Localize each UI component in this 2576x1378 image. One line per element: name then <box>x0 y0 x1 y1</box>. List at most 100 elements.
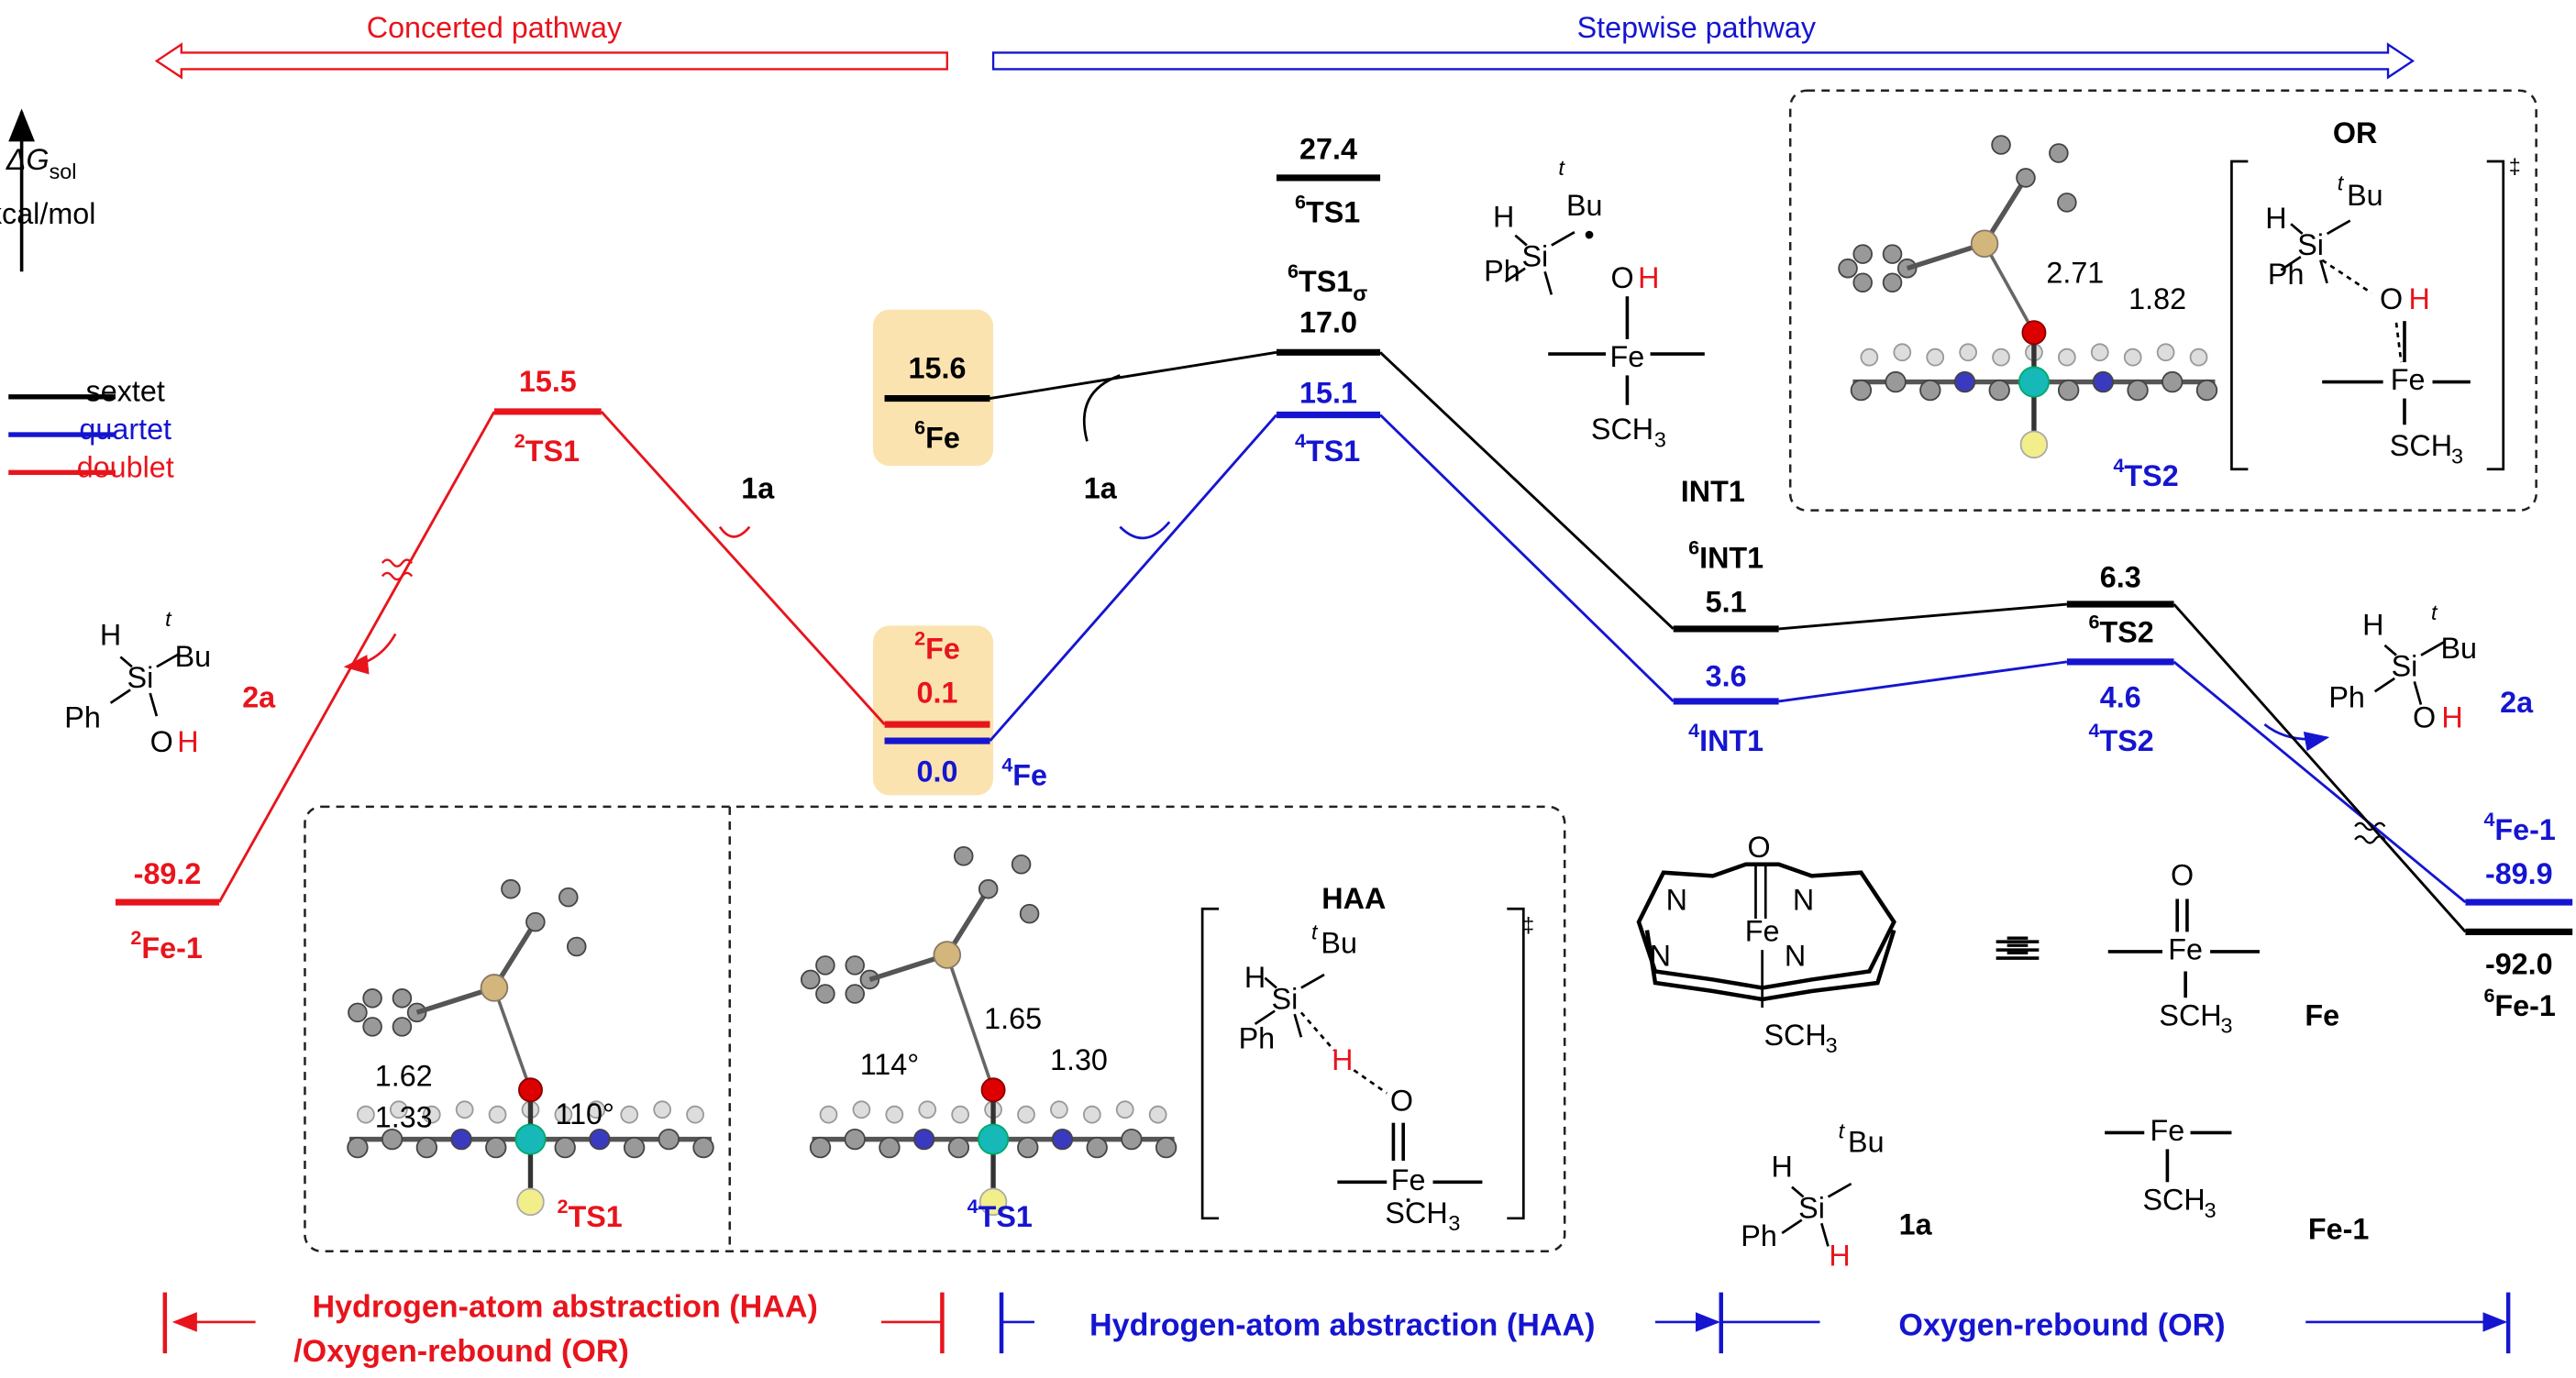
chem-text: SCH <box>1763 1019 1826 1052</box>
chem-text: Bu <box>1321 926 1357 959</box>
energy-value: -92.0 <box>2485 948 2553 981</box>
state-label: 6TS1 <box>1295 191 1360 228</box>
energy-value: 0.0 <box>917 755 958 788</box>
chem-text: SCH <box>2142 1183 2205 1216</box>
atom-fe <box>2018 366 2051 398</box>
energy-value: 3.6 <box>1706 659 1747 692</box>
bond <box>1299 1011 1335 1052</box>
energy-value: -89.2 <box>134 857 202 890</box>
bond <box>109 689 131 704</box>
bond <box>1254 1009 1276 1026</box>
axis-symbol: ΔG <box>6 143 50 176</box>
chem-text: 3 <box>1826 1033 1838 1057</box>
chem-text: SCH <box>2159 998 2221 1031</box>
state-name: Fe-1 <box>2494 812 2555 845</box>
atom-o <box>518 1077 543 1103</box>
highlight <box>872 309 994 467</box>
atom <box>1115 1100 1134 1119</box>
attack-arc <box>1082 374 1121 442</box>
product-arrow <box>2263 723 2330 752</box>
bond <box>2394 322 2403 363</box>
bond <box>1514 234 1528 247</box>
chem-text: H <box>1638 261 1659 294</box>
atom <box>852 1100 871 1119</box>
atom <box>554 1105 573 1124</box>
atom <box>2195 379 2218 402</box>
atom <box>1959 343 1977 362</box>
chem-text: O <box>2413 700 2436 733</box>
chem-text: H <box>100 618 121 651</box>
chem-text: HAA <box>1321 882 1386 915</box>
atom <box>525 911 546 932</box>
chem-text: 110° <box>556 1097 614 1130</box>
chem-text: Fe <box>1745 915 1780 948</box>
chem-text: Si <box>2392 650 2418 683</box>
atom <box>2156 343 2175 362</box>
bond <box>1827 1182 1852 1198</box>
stepwise-arrow <box>991 42 2416 80</box>
connector <box>2172 603 2467 933</box>
bond <box>1353 1069 1388 1095</box>
connector <box>1778 660 2068 703</box>
chem-text: Ph <box>2268 258 2305 291</box>
spin: 4 <box>2113 454 2124 476</box>
bond <box>119 656 133 668</box>
state-label: 2Fe-1 <box>130 927 202 965</box>
bond <box>1820 1222 1830 1247</box>
chem-text: H <box>1493 200 1514 233</box>
energy-value: 0.1 <box>917 676 958 709</box>
atom <box>589 1128 611 1151</box>
atom <box>357 1105 375 1124</box>
atom <box>1019 903 1040 924</box>
chem-text: 1a <box>1899 1207 1933 1240</box>
chem-text: Ph <box>1741 1219 1777 1252</box>
atom-si <box>480 974 509 1002</box>
subscript: σ <box>1353 281 1367 305</box>
atom <box>953 845 974 866</box>
atom <box>800 969 821 990</box>
chem-text: Si <box>1521 239 1548 272</box>
atom <box>623 1136 646 1159</box>
bond <box>1300 973 1325 989</box>
bond <box>2383 644 2397 656</box>
bottom-label: Oxygen-rebound (OR) <box>1898 1307 2225 1342</box>
spin: 2 <box>914 627 925 649</box>
chem-text: INT1 <box>1681 475 1745 508</box>
atom-s <box>978 1187 1008 1217</box>
atom <box>1050 1100 1068 1119</box>
chem-text: 3 <box>1448 1211 1460 1235</box>
atom <box>844 1128 866 1151</box>
chem-text: O <box>1610 261 1633 294</box>
atom <box>658 1128 680 1151</box>
connector <box>2172 660 2467 904</box>
spin: 4 <box>1001 754 1012 776</box>
bond <box>1983 242 2036 334</box>
chem-text: ≡ <box>2005 921 2029 969</box>
chem-text: Ph <box>1484 255 1520 288</box>
bond <box>1754 864 1767 1008</box>
atom <box>653 1100 672 1119</box>
legend-label: sextet <box>86 375 165 408</box>
chem-text: Fe <box>2150 1114 2185 1147</box>
atom <box>554 1136 576 1159</box>
atom <box>1882 272 1903 293</box>
inset-box <box>304 805 1566 1252</box>
legend-label: doublet <box>77 450 174 483</box>
state-name: TS2 <box>2099 615 2153 648</box>
atom <box>978 878 999 899</box>
state-label: 4TS1 <box>1295 430 1360 468</box>
spin: 4 <box>1295 430 1306 452</box>
spin: 2 <box>557 1196 568 1218</box>
atom <box>485 1136 507 1159</box>
chem-text: Bu <box>1848 1126 1885 1159</box>
atom-s <box>516 1187 545 1217</box>
atom <box>918 1100 937 1119</box>
bond <box>492 987 533 1091</box>
axis-break <box>381 558 414 581</box>
atom <box>686 1105 704 1124</box>
state-name: TS1 <box>1306 195 1360 228</box>
atom <box>566 936 587 957</box>
concerted-label: Concerted pathway <box>367 11 623 44</box>
atom <box>1155 1136 1177 1159</box>
chem-text: Si <box>2297 228 2324 261</box>
